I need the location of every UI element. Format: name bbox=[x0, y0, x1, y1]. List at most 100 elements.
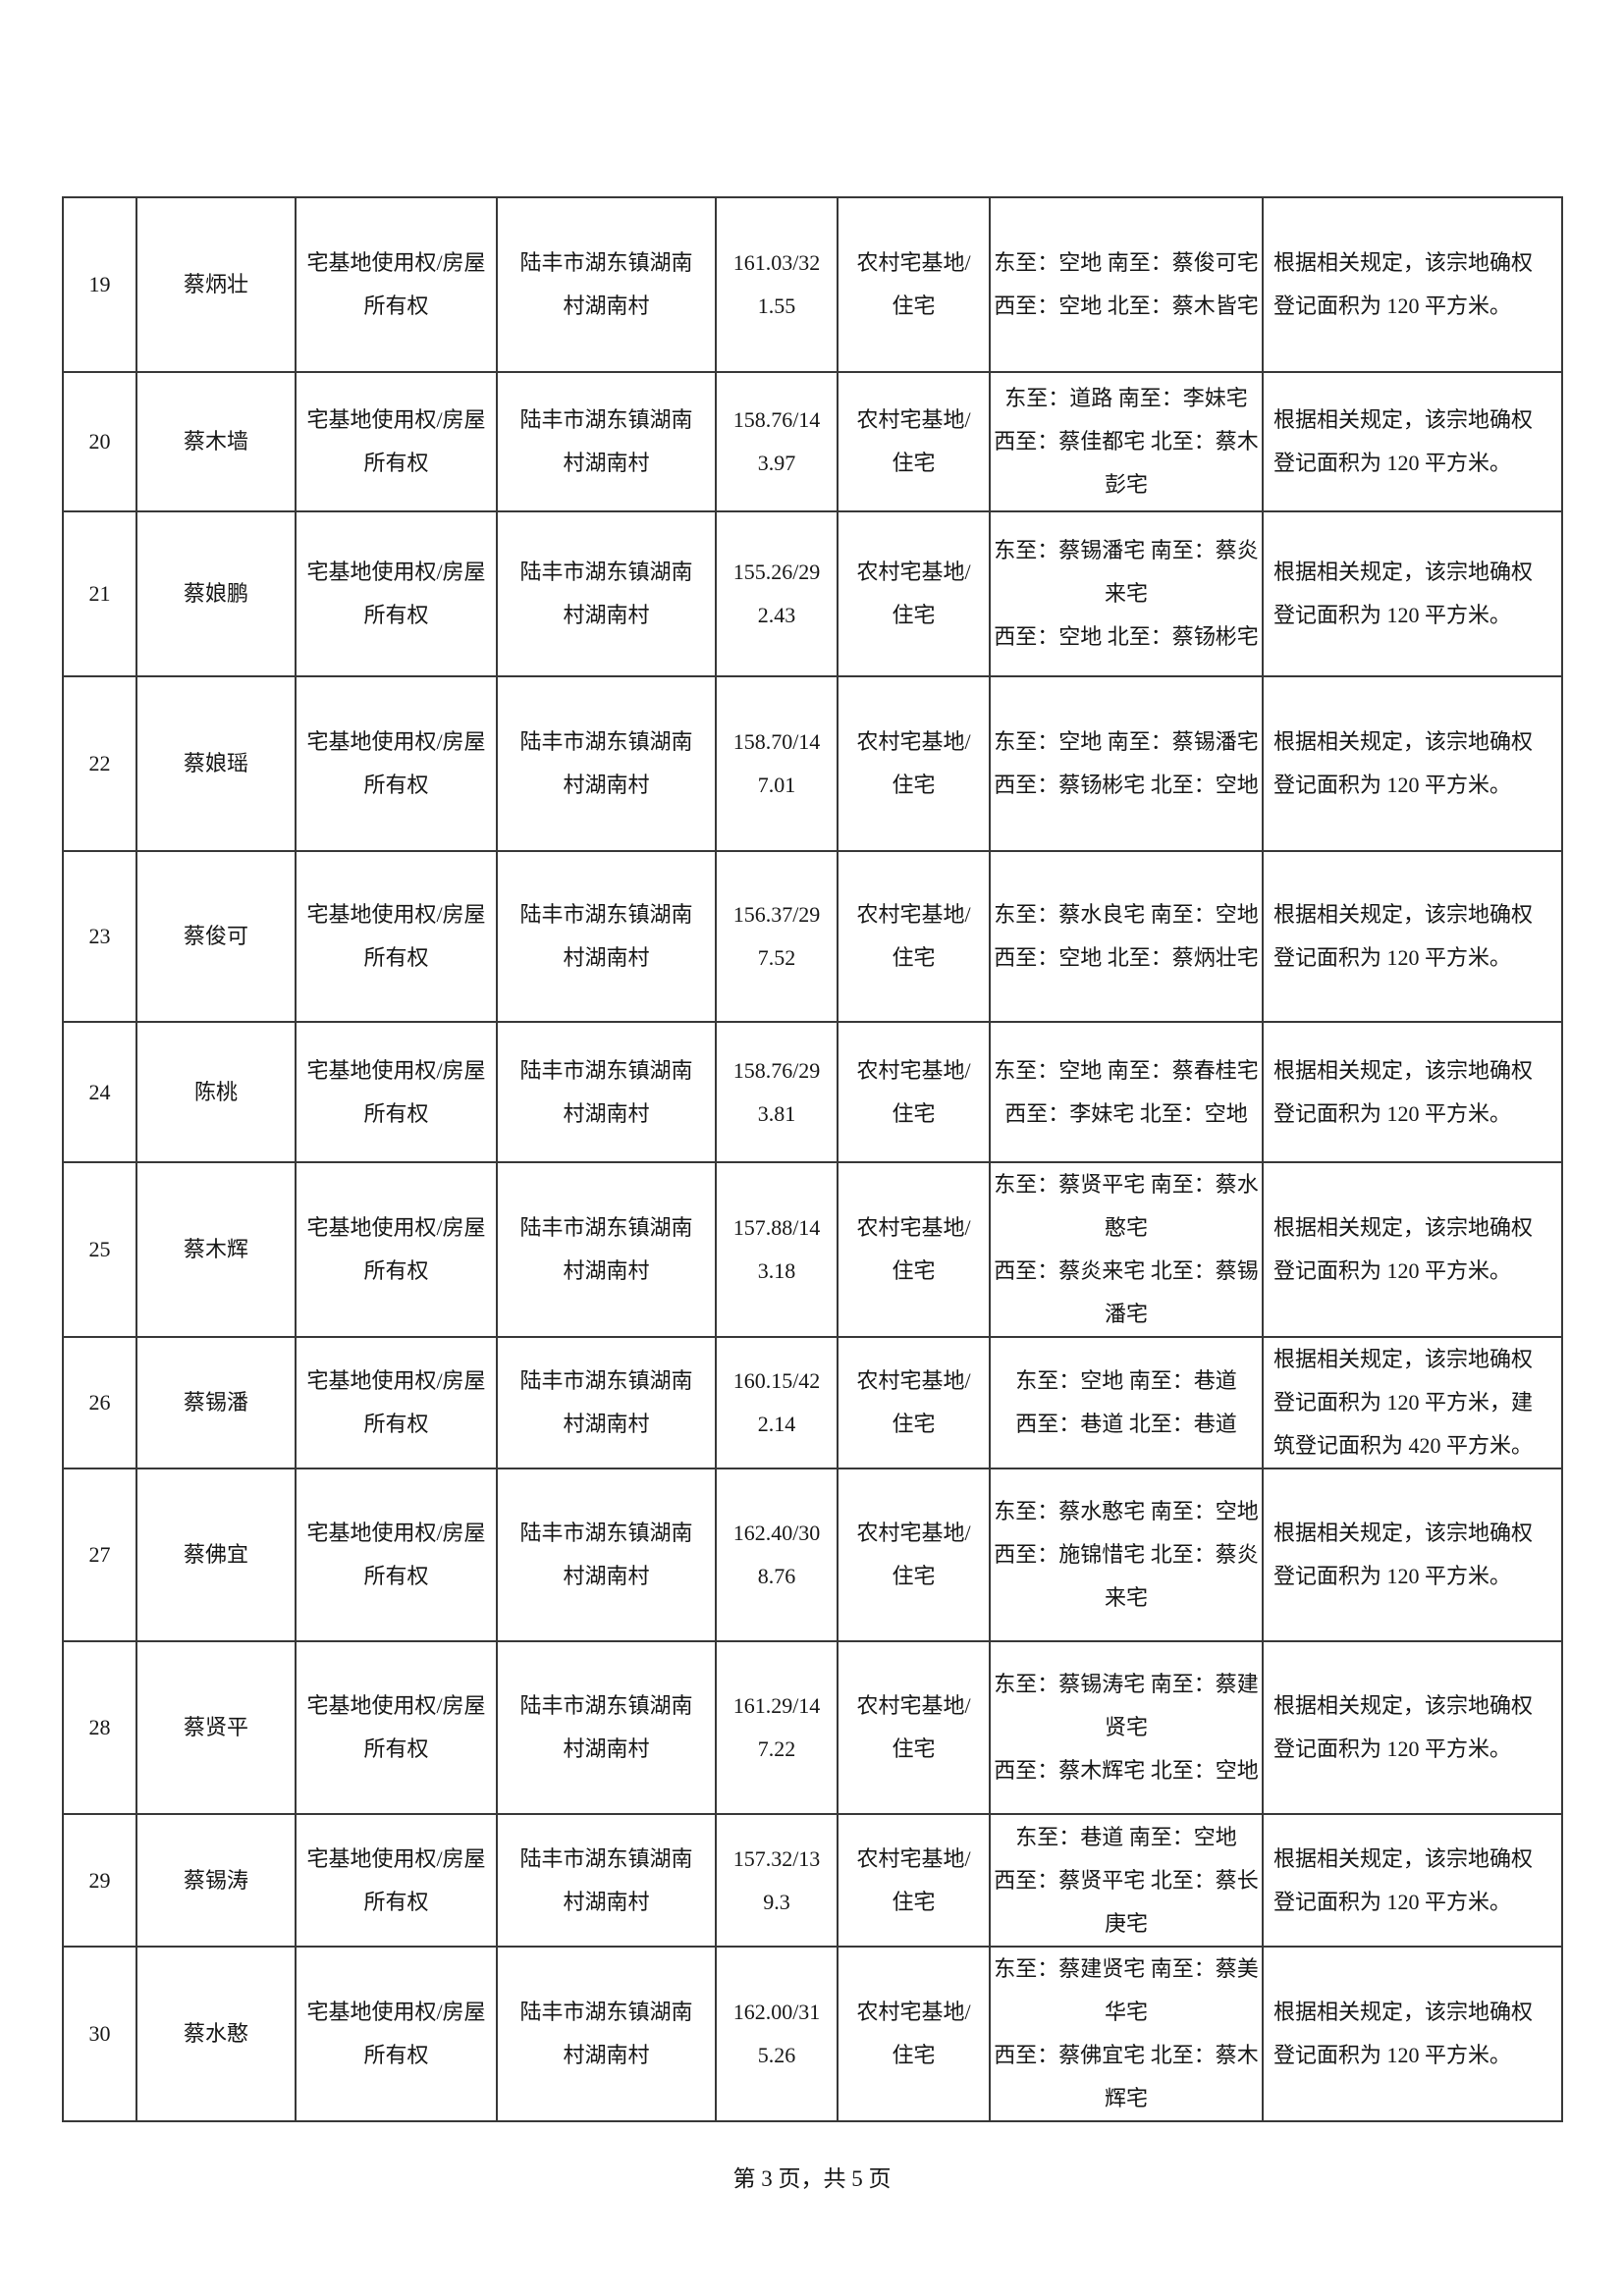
cell-owner-name: 蔡木墙 bbox=[135, 371, 297, 512]
cell-parcel-number: 157.88/143.18 bbox=[715, 1161, 839, 1338]
cell-parcel-number: 161.03/321.55 bbox=[715, 196, 839, 373]
cell-location: 陆丰市湖东镇湖南村湖南村 bbox=[496, 1468, 717, 1642]
cell-parcel-number: 158.70/147.01 bbox=[715, 675, 839, 852]
cell-rights-type: 宅基地使用权/房屋所有权 bbox=[295, 1468, 498, 1642]
table-row: 29 蔡锡涛 宅基地使用权/房屋所有权 陆丰市湖东镇湖南村湖南村 157.32/… bbox=[62, 1813, 1563, 1948]
cell-rights-type: 宅基地使用权/房屋所有权 bbox=[295, 1813, 498, 1948]
table-row: 23 蔡俊可 宅基地使用权/房屋所有权 陆丰市湖东镇湖南村湖南村 156.37/… bbox=[62, 850, 1563, 1023]
boundary-west-north: 西至：蔡贤平宅 北至：蔡长庚宅 bbox=[994, 1867, 1259, 1936]
cell-parcel-number: 161.29/147.22 bbox=[715, 1640, 839, 1815]
cell-location: 陆丰市湖东镇湖南村湖南村 bbox=[496, 1813, 717, 1948]
cell-owner-name: 蔡锡潘 bbox=[135, 1336, 297, 1469]
cell-boundaries: 东至：巷道 南至：空地 西至：蔡贤平宅 北至：蔡长庚宅 bbox=[989, 1813, 1264, 1948]
table-row: 28 蔡贤平 宅基地使用权/房屋所有权 陆丰市湖东镇湖南村湖南村 161.29/… bbox=[62, 1640, 1563, 1815]
table-row: 30 蔡水憨 宅基地使用权/房屋所有权 陆丰市湖东镇湖南村湖南村 162.00/… bbox=[62, 1946, 1563, 2122]
boundary-east-south: 东至：蔡水憨宅 南至：空地 bbox=[994, 1499, 1259, 1523]
cell-serial-number: 22 bbox=[62, 675, 137, 852]
cell-boundaries: 东至：蔡水憨宅 南至：空地 西至：施锦惜宅 北至：蔡炎来宅 bbox=[989, 1468, 1264, 1642]
boundary-west-north: 西至：蔡钖彬宅 北至：空地 bbox=[994, 773, 1259, 797]
cell-parcel-number: 158.76/293.81 bbox=[715, 1021, 839, 1163]
boundary-west-north: 西至：空地 北至：蔡木皆宅 bbox=[994, 294, 1259, 318]
table-row: 21 蔡娘鹏 宅基地使用权/房屋所有权 陆丰市湖东镇湖南村湖南村 155.26/… bbox=[62, 510, 1563, 677]
cell-parcel-number: 160.15/422.14 bbox=[715, 1336, 839, 1469]
table-row: 25 蔡木辉 宅基地使用权/房屋所有权 陆丰市湖东镇湖南村湖南村 157.88/… bbox=[62, 1161, 1563, 1338]
cell-location: 陆丰市湖东镇湖南村湖南村 bbox=[496, 1946, 717, 2122]
cell-boundaries: 东至：空地 南至：蔡俊可宅 西至：空地 北至：蔡木皆宅 bbox=[989, 196, 1264, 373]
boundary-west-north: 西至：蔡木辉宅 北至：空地 bbox=[994, 1758, 1259, 1783]
cell-land-usage: 农村宅基地/住宅 bbox=[837, 850, 991, 1023]
cell-location: 陆丰市湖东镇湖南村湖南村 bbox=[496, 1021, 717, 1163]
cell-land-usage: 农村宅基地/住宅 bbox=[837, 1640, 991, 1815]
cell-owner-name: 陈桃 bbox=[135, 1021, 297, 1163]
cell-parcel-number: 157.32/139.3 bbox=[715, 1813, 839, 1948]
cell-remark: 根据相关规定，该宗地确权登记面积为 120 平方米。 bbox=[1262, 1946, 1563, 2122]
boundary-east-south: 东至：空地 南至：蔡俊可宅 bbox=[994, 250, 1259, 275]
cell-parcel-number: 162.00/315.26 bbox=[715, 1946, 839, 2122]
cell-rights-type: 宅基地使用权/房屋所有权 bbox=[295, 196, 498, 373]
boundary-west-north: 西至：巷道 北至：巷道 bbox=[1015, 1412, 1237, 1436]
cell-remark: 根据相关规定，该宗地确权登记面积为 120 平方米。 bbox=[1262, 371, 1563, 512]
cell-remark: 根据相关规定，该宗地确权登记面积为 120 平方米，建筑登记面积为 420 平方… bbox=[1262, 1336, 1563, 1469]
cell-rights-type: 宅基地使用权/房屋所有权 bbox=[295, 1161, 498, 1338]
cell-location: 陆丰市湖东镇湖南村湖南村 bbox=[496, 1336, 717, 1469]
cell-boundaries: 东至：道路 南至：李妹宅 西至：蔡佳都宅 北至：蔡木彭宅 bbox=[989, 371, 1264, 512]
cell-location: 陆丰市湖东镇湖南村湖南村 bbox=[496, 850, 717, 1023]
cell-land-usage: 农村宅基地/住宅 bbox=[837, 675, 991, 852]
boundary-east-south: 东至：蔡锡涛宅 南至：蔡建贤宅 bbox=[994, 1672, 1259, 1739]
cell-serial-number: 21 bbox=[62, 510, 137, 677]
boundary-east-south: 东至：蔡水良宅 南至：空地 bbox=[994, 902, 1259, 927]
cell-land-usage: 农村宅基地/住宅 bbox=[837, 196, 991, 373]
cell-parcel-number: 155.26/292.43 bbox=[715, 510, 839, 677]
boundary-east-south: 东至：蔡锡潘宅 南至：蔡炎来宅 bbox=[994, 538, 1259, 606]
cell-parcel-number: 156.37/297.52 bbox=[715, 850, 839, 1023]
cell-owner-name: 蔡贤平 bbox=[135, 1640, 297, 1815]
cell-rights-type: 宅基地使用权/房屋所有权 bbox=[295, 675, 498, 852]
cell-boundaries: 东至：蔡锡潘宅 南至：蔡炎来宅 西至：空地 北至：蔡钖彬宅 bbox=[989, 510, 1264, 677]
cell-remark: 根据相关规定，该宗地确权登记面积为 120 平方米。 bbox=[1262, 1021, 1563, 1163]
cell-remark: 根据相关规定，该宗地确权登记面积为 120 平方米。 bbox=[1262, 1161, 1563, 1338]
cell-serial-number: 25 bbox=[62, 1161, 137, 1338]
cell-owner-name: 蔡锡涛 bbox=[135, 1813, 297, 1948]
cell-remark: 根据相关规定，该宗地确权登记面积为 120 平方米。 bbox=[1262, 1813, 1563, 1948]
boundary-east-south: 东至：空地 南至：巷道 bbox=[1015, 1368, 1237, 1393]
boundary-west-north: 西至：蔡佛宜宅 北至：蔡木辉宅 bbox=[994, 2043, 1259, 2110]
cell-rights-type: 宅基地使用权/房屋所有权 bbox=[295, 850, 498, 1023]
boundary-east-south: 东至：蔡贤平宅 南至：蔡水憨宅 bbox=[994, 1172, 1259, 1240]
table-row: 26 蔡锡潘 宅基地使用权/房屋所有权 陆丰市湖东镇湖南村湖南村 160.15/… bbox=[62, 1336, 1563, 1469]
cell-boundaries: 东至：蔡水良宅 南至：空地 西至：空地 北至：蔡炳壮宅 bbox=[989, 850, 1264, 1023]
cell-serial-number: 19 bbox=[62, 196, 137, 373]
cell-serial-number: 24 bbox=[62, 1021, 137, 1163]
cell-land-usage: 农村宅基地/住宅 bbox=[837, 1946, 991, 2122]
cell-serial-number: 28 bbox=[62, 1640, 137, 1815]
cell-location: 陆丰市湖东镇湖南村湖南村 bbox=[496, 196, 717, 373]
cell-owner-name: 蔡娘瑶 bbox=[135, 675, 297, 852]
cell-serial-number: 29 bbox=[62, 1813, 137, 1948]
cell-location: 陆丰市湖东镇湖南村湖南村 bbox=[496, 510, 717, 677]
cell-boundaries: 东至：空地 南至：巷道 西至：巷道 北至：巷道 bbox=[989, 1336, 1264, 1469]
table-row: 19 蔡炳壮 宅基地使用权/房屋所有权 陆丰市湖东镇湖南村湖南村 161.03/… bbox=[62, 196, 1563, 373]
cell-rights-type: 宅基地使用权/房屋所有权 bbox=[295, 510, 498, 677]
cell-boundaries: 东至：空地 南至：蔡春桂宅 西至：李妹宅 北至：空地 bbox=[989, 1021, 1264, 1163]
cell-rights-type: 宅基地使用权/房屋所有权 bbox=[295, 1946, 498, 2122]
cell-parcel-number: 162.40/308.76 bbox=[715, 1468, 839, 1642]
cell-remark: 根据相关规定，该宗地确权登记面积为 120 平方米。 bbox=[1262, 675, 1563, 852]
cell-serial-number: 26 bbox=[62, 1336, 137, 1469]
table-row: 22 蔡娘瑶 宅基地使用权/房屋所有权 陆丰市湖东镇湖南村湖南村 158.70/… bbox=[62, 675, 1563, 852]
boundary-east-south: 东至：空地 南至：蔡春桂宅 bbox=[994, 1057, 1259, 1083]
cell-remark: 根据相关规定，该宗地确权登记面积为 120 平方米。 bbox=[1262, 1640, 1563, 1815]
cell-owner-name: 蔡炳壮 bbox=[135, 196, 297, 373]
cell-boundaries: 东至：蔡锡涛宅 南至：蔡建贤宅 西至：蔡木辉宅 北至：空地 bbox=[989, 1640, 1264, 1815]
boundary-west-north: 西至：蔡炎来宅 北至：蔡锡潘宅 bbox=[994, 1258, 1259, 1326]
cell-location: 陆丰市湖东镇湖南村湖南村 bbox=[496, 1161, 717, 1338]
cell-boundaries: 东至：蔡建贤宅 南至：蔡美华宅 西至：蔡佛宜宅 北至：蔡木辉宅 bbox=[989, 1946, 1264, 2122]
cell-serial-number: 30 bbox=[62, 1946, 137, 2122]
cell-owner-name: 蔡水憨 bbox=[135, 1946, 297, 2122]
cell-boundaries: 东至：空地 南至：蔡锡潘宅 西至：蔡钖彬宅 北至：空地 bbox=[989, 675, 1264, 852]
cell-location: 陆丰市湖东镇湖南村湖南村 bbox=[496, 1640, 717, 1815]
page-number-footer: 第 3 页，共 5 页 bbox=[732, 2166, 892, 2191]
boundary-west-north: 西至：李妹宅 北至：空地 bbox=[1004, 1100, 1248, 1126]
table-row: 24 陈桃 宅基地使用权/房屋所有权 陆丰市湖东镇湖南村湖南村 158.76/2… bbox=[62, 1021, 1563, 1163]
boundary-east-south: 东至：巷道 南至：空地 bbox=[1015, 1824, 1237, 1849]
table-row: 20 蔡木墙 宅基地使用权/房屋所有权 陆丰市湖东镇湖南村湖南村 158.76/… bbox=[62, 371, 1563, 512]
cell-land-usage: 农村宅基地/住宅 bbox=[837, 510, 991, 677]
